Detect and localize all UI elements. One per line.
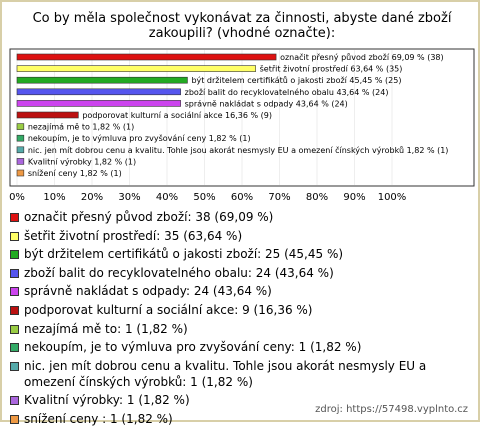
legend-label: správně nakládat s odpady: 24 (43,64 %) [24, 284, 272, 299]
bar-label: šetřit životní prostředí 63,64 % (35) [260, 64, 403, 74]
legend-swatch [10, 231, 19, 241]
legend-item: Kvalitní výrobky: 1 (1,82 %) [10, 392, 450, 408]
bar-label: být držitelem certifikátů o jakosti zbož… [191, 75, 401, 85]
legend-item: podporovat kulturní a sociální akce: 9 (… [10, 302, 450, 318]
bar [16, 134, 25, 142]
legend-label: nezajímá mě to: 1 (1,82 %) [24, 321, 188, 336]
legend-swatch [10, 343, 19, 353]
legend-item: zboží balit do recyklovatelného obalu: 2… [10, 265, 450, 281]
bar [16, 111, 79, 119]
bar-label: zboží balit do recyklovatelného obalu 43… [185, 87, 389, 97]
legend-label: označit přesný původ zboží: 38 (69,09 %) [24, 210, 274, 224]
legend-item: správně nakládat s odpady: 24 (43,64 %) [10, 283, 450, 299]
bar [16, 146, 25, 154]
bar-label: nezajímá mě to 1,82 % (1) [28, 123, 134, 132]
x-tick-label: 70% [268, 192, 290, 203]
x-tick-label: 80% [306, 192, 328, 203]
legend-swatch [10, 213, 19, 222]
legend-swatch [10, 287, 19, 297]
bar [16, 53, 277, 61]
chart: 0% 10% 20% 30% 40% 50% 60% 70% 80% 90% 100% označit… [9, 48, 475, 203]
legend-item: nezajímá mě to: 1 (1,82 %) [10, 321, 450, 337]
x-tick-label: 90% [343, 192, 365, 203]
bar-label: nekoupím, je to výmluva pro zvyšování ce… [28, 133, 251, 143]
legend-swatch [10, 324, 19, 334]
legend-item: šetřit životní prostředí: 35 (63,64 %) [10, 228, 450, 244]
x-tick-label: 0% [9, 192, 25, 203]
legend-label: Kvalitní výrobky: 1 (1,82 %) [24, 393, 190, 408]
legend-label: snížení ceny : 1 (1,82 %) [24, 411, 173, 426]
legend: označit přesný původ zboží: 38 (69,09 %)… [10, 209, 450, 430]
legend-swatch [10, 414, 19, 424]
legend-label: podporovat kulturní a sociální akce: 9 (… [24, 302, 313, 317]
x-tick-label: 20% [81, 192, 103, 203]
x-tick-label: 50% [193, 192, 215, 203]
bar-label: snížení ceny 1,82 % (1) [28, 169, 122, 178]
legend-swatch [10, 361, 19, 371]
legend-item: nic. jen mít dobrou cenu a kvalitu. Tohl… [10, 358, 450, 390]
x-tick-label: 10% [43, 192, 65, 203]
legend-label: šetřit životní prostředí: 35 (63,64 %) [24, 228, 243, 243]
bar [16, 100, 181, 107]
bar-label: správně nakládat s odpady 43,64 % (24) [185, 99, 348, 108]
chart-title: Co by měla společnost vykonávat za činno… [32, 11, 452, 41]
legend-item: nekoupím, je to výmluva pro zvyšování ce… [10, 339, 450, 355]
legend-item: označit přesný původ zboží: 38 (69,09 %) [10, 209, 450, 225]
legend-label: být držitelem certifikátů o jakosti zbož… [24, 247, 344, 262]
x-tick-label: 60% [231, 192, 253, 203]
legend-label: zboží balit do recyklovatelného obalu: 2… [24, 265, 334, 280]
x-tick-label: 40% [156, 192, 178, 203]
legend-swatch [10, 305, 19, 315]
legend-label: nic. jen mít dobrou cenu a kvalitu. Tohl… [24, 358, 427, 389]
legend-swatch [10, 250, 19, 260]
bar-label: podporovat kulturní a sociální akce 16,3… [82, 111, 272, 120]
source: zdroj: https://57498.vyplnto.cz [315, 404, 468, 415]
legend-swatch [10, 268, 19, 278]
bar [16, 158, 25, 165]
bar [16, 65, 256, 72]
bar [16, 76, 188, 84]
bar-label: Kvalitní výrobky 1,82 % (1) [28, 157, 136, 166]
bar-label: nic. jen mít dobrou cenu a kvalitu. Tohl… [28, 145, 449, 155]
x-tick-label: 100% [378, 192, 407, 203]
bar-label: označit přesný původ zboží 69,09 % (38) [280, 52, 444, 62]
x-tick-label: 30% [118, 192, 140, 203]
bar [16, 169, 25, 177]
bar [16, 88, 181, 96]
legend-item: být držitelem certifikátů o jakosti zbož… [10, 246, 450, 262]
bar [16, 123, 25, 130]
legend-swatch [10, 396, 19, 406]
legend-label: nekoupím, je to výmluva pro zvyšování ce… [24, 340, 362, 355]
